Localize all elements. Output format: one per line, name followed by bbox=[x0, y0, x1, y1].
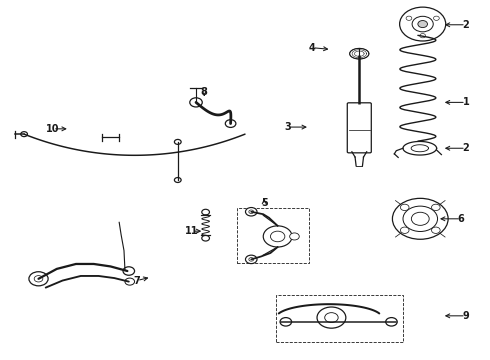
Circle shape bbox=[386, 318, 397, 326]
Text: 7: 7 bbox=[134, 275, 140, 285]
Circle shape bbox=[317, 307, 346, 328]
Circle shape bbox=[418, 21, 427, 28]
Text: 8: 8 bbox=[201, 87, 208, 97]
Circle shape bbox=[225, 120, 236, 127]
Circle shape bbox=[29, 272, 48, 286]
Circle shape bbox=[190, 98, 202, 107]
Text: 6: 6 bbox=[458, 214, 465, 224]
Text: 11: 11 bbox=[185, 226, 199, 236]
Circle shape bbox=[270, 231, 285, 242]
Circle shape bbox=[125, 278, 135, 285]
Circle shape bbox=[249, 258, 254, 261]
Circle shape bbox=[400, 227, 409, 233]
Circle shape bbox=[174, 139, 181, 144]
Circle shape bbox=[123, 267, 135, 275]
Circle shape bbox=[21, 132, 27, 136]
Text: 10: 10 bbox=[46, 124, 60, 134]
Circle shape bbox=[34, 276, 43, 282]
Text: 2: 2 bbox=[463, 143, 469, 153]
Circle shape bbox=[403, 206, 438, 231]
Circle shape bbox=[249, 210, 254, 213]
Circle shape bbox=[280, 318, 292, 326]
Circle shape bbox=[174, 177, 181, 183]
Text: 1: 1 bbox=[463, 98, 469, 107]
Circle shape bbox=[434, 16, 439, 21]
Text: 4: 4 bbox=[309, 43, 316, 53]
Circle shape bbox=[392, 198, 448, 239]
Circle shape bbox=[420, 33, 425, 38]
Circle shape bbox=[400, 204, 409, 211]
Circle shape bbox=[325, 312, 338, 323]
Text: 2: 2 bbox=[463, 20, 469, 30]
Circle shape bbox=[412, 16, 433, 32]
Circle shape bbox=[245, 207, 257, 216]
Circle shape bbox=[432, 204, 440, 211]
Text: 9: 9 bbox=[463, 311, 469, 321]
Circle shape bbox=[202, 235, 209, 241]
Circle shape bbox=[432, 227, 440, 233]
Circle shape bbox=[263, 226, 292, 247]
FancyBboxPatch shape bbox=[347, 103, 371, 153]
Circle shape bbox=[412, 212, 429, 225]
Circle shape bbox=[400, 7, 446, 41]
Circle shape bbox=[245, 255, 257, 264]
Circle shape bbox=[406, 16, 412, 21]
Polygon shape bbox=[350, 48, 369, 59]
Text: 3: 3 bbox=[285, 122, 292, 132]
Text: 5: 5 bbox=[261, 198, 268, 208]
Circle shape bbox=[202, 209, 209, 215]
Circle shape bbox=[290, 233, 299, 240]
